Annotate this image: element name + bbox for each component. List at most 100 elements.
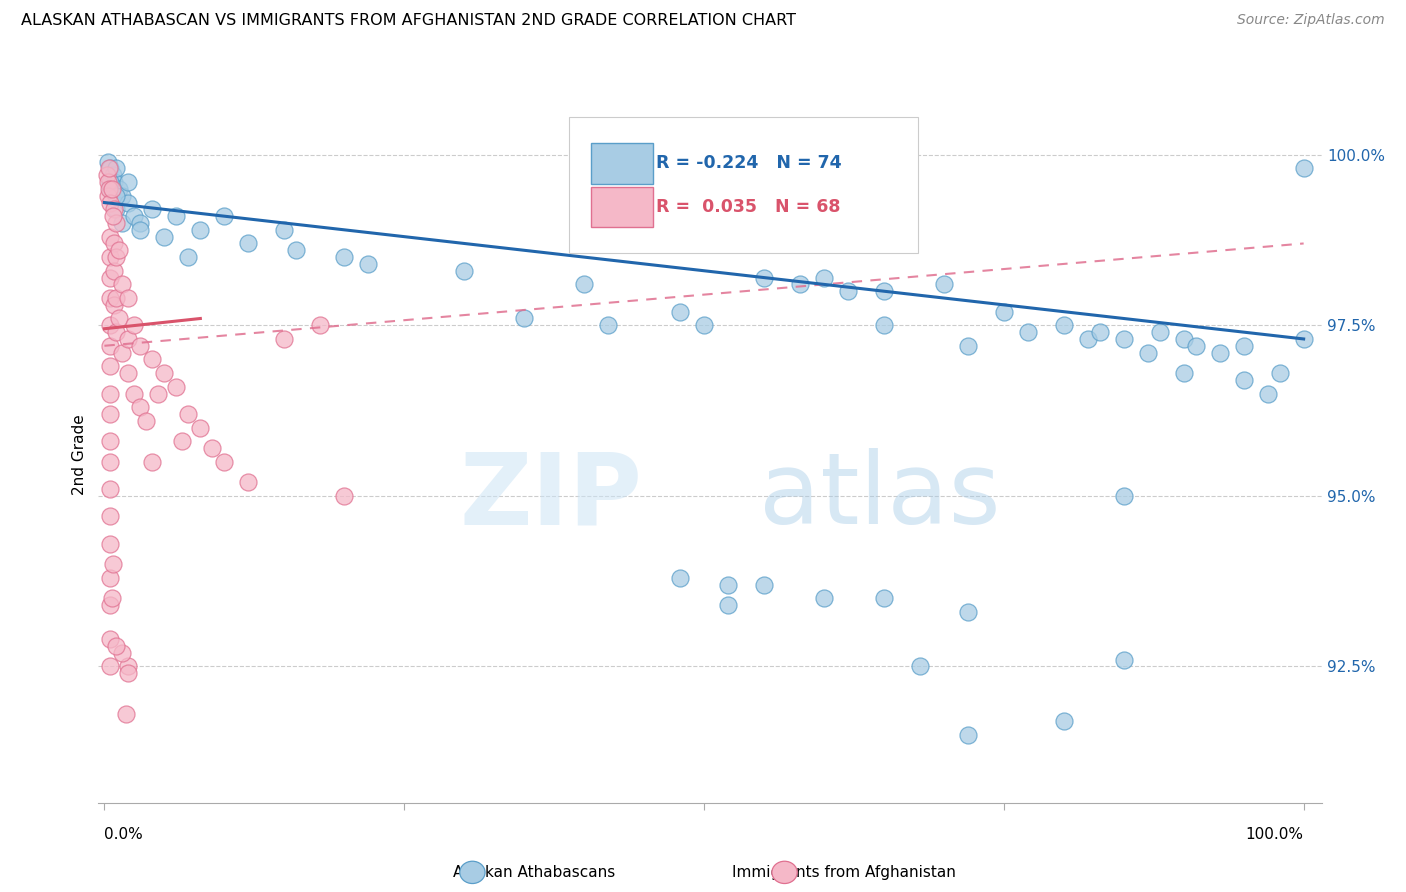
Point [177, 250, 200, 264]
Point [105, 250, 128, 264]
Point [100, 250, 122, 264]
Point [117, 659, 139, 673]
Point [100, 591, 122, 606]
Point [124, 209, 146, 223]
Point [108, 244, 131, 258]
Point [813, 270, 835, 285]
Point [956, 728, 979, 742]
Point [100, 434, 122, 449]
Point [1257, 386, 1279, 401]
Point [115, 707, 138, 722]
Point [1112, 489, 1135, 503]
Point [101, 209, 124, 223]
Point [214, 455, 236, 469]
Point [693, 318, 716, 333]
Point [108, 182, 131, 196]
Point [752, 270, 775, 285]
Point [572, 277, 595, 292]
Point [1136, 345, 1159, 359]
Point [105, 202, 128, 217]
Point [105, 291, 128, 305]
Point [1268, 366, 1291, 380]
Point [129, 339, 152, 353]
Point [717, 577, 740, 591]
Point [1112, 652, 1135, 666]
Point [100, 182, 122, 196]
Point [1077, 332, 1099, 346]
Point [1173, 332, 1195, 346]
Text: R =  0.035   N = 68: R = 0.035 N = 68 [657, 197, 841, 216]
Point [813, 591, 835, 606]
Point [100, 359, 122, 374]
Point [333, 489, 356, 503]
Point [273, 223, 295, 237]
Point [105, 188, 128, 202]
Point [309, 318, 332, 333]
Point [993, 304, 1015, 318]
Point [956, 339, 979, 353]
Point [1112, 332, 1135, 346]
Point [111, 646, 134, 660]
Point [873, 591, 896, 606]
Point [789, 277, 811, 292]
Point [1184, 339, 1206, 353]
Point [273, 332, 295, 346]
Point [1053, 318, 1076, 333]
Point [100, 339, 122, 353]
Point [100, 659, 122, 673]
Point [956, 605, 979, 619]
Point [1233, 373, 1256, 387]
Point [97, 175, 120, 189]
Point [100, 482, 122, 496]
Point [188, 223, 212, 237]
Text: atlas: atlas [759, 448, 1001, 545]
Point [717, 598, 740, 612]
Point [100, 455, 122, 469]
Point [124, 386, 146, 401]
Point [129, 223, 152, 237]
Point [100, 195, 122, 210]
Point [188, 420, 212, 434]
Point [97, 188, 120, 202]
FancyBboxPatch shape [592, 144, 652, 184]
Point [111, 277, 134, 292]
Text: R = -0.224   N = 74: R = -0.224 N = 74 [657, 153, 842, 171]
Point [100, 175, 122, 189]
Point [238, 236, 260, 251]
Text: 0.0%: 0.0% [104, 827, 143, 842]
Point [165, 209, 187, 223]
Point [141, 352, 163, 367]
Point [214, 209, 236, 223]
Point [837, 284, 859, 298]
Point [117, 366, 139, 380]
Point [1292, 161, 1315, 176]
Point [932, 277, 955, 292]
Point [129, 400, 152, 414]
Point [513, 311, 536, 326]
Point [100, 536, 122, 550]
Point [103, 202, 125, 217]
Point [1088, 325, 1111, 339]
Point [111, 216, 134, 230]
Point [357, 257, 380, 271]
Point [100, 598, 122, 612]
Point [285, 244, 308, 258]
Point [153, 366, 176, 380]
Point [124, 318, 146, 333]
Point [96, 168, 118, 182]
Point [103, 175, 125, 189]
Point [238, 475, 260, 490]
Text: ZIP: ZIP [460, 448, 643, 545]
Point [98, 182, 121, 196]
Point [101, 168, 124, 182]
Point [148, 386, 170, 401]
Text: 100.0%: 100.0% [1246, 827, 1303, 842]
Point [1053, 714, 1076, 728]
Point [108, 311, 131, 326]
Point [117, 195, 139, 210]
Point [111, 345, 134, 359]
Point [1017, 325, 1039, 339]
Point [100, 407, 122, 421]
Point [97, 154, 120, 169]
Point [333, 250, 356, 264]
